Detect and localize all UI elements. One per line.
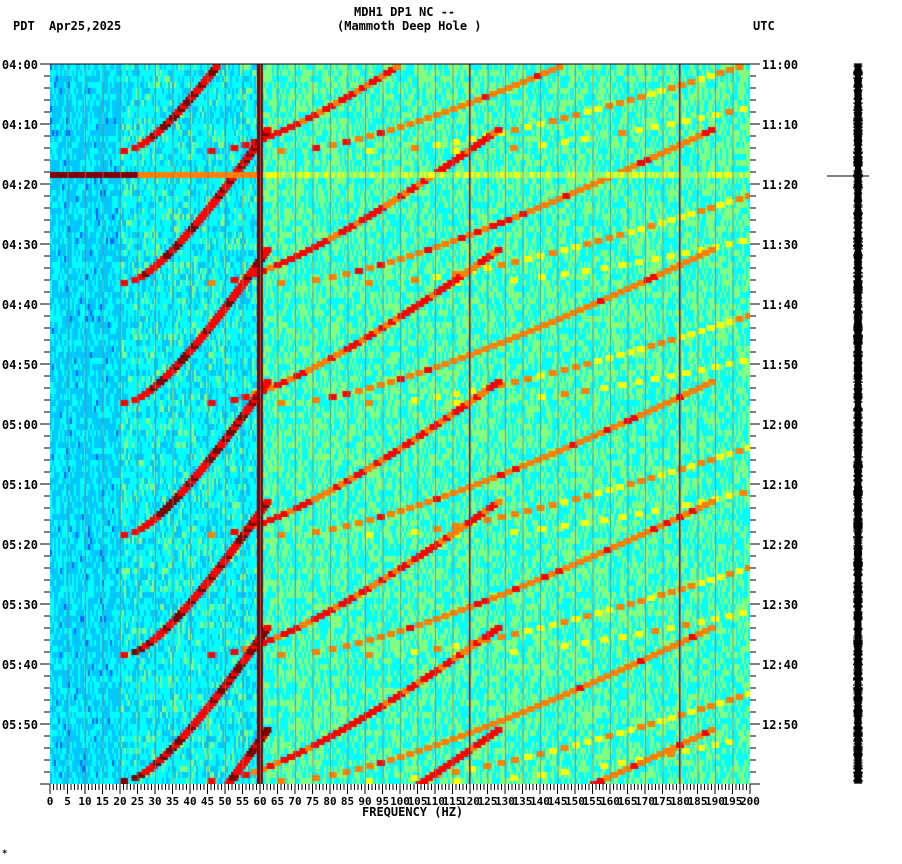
- svg-text:12:40: 12:40: [762, 658, 798, 672]
- svg-text:11:20: 11:20: [762, 178, 798, 192]
- x-axis-label: FREQUENCY (HZ): [362, 805, 464, 819]
- svg-text:05:30: 05:30: [2, 598, 38, 612]
- svg-text:120: 120: [460, 795, 480, 808]
- svg-text:04:20: 04:20: [2, 178, 38, 192]
- svg-text:10: 10: [78, 795, 91, 808]
- svg-text:110: 110: [425, 795, 445, 808]
- svg-text:195: 195: [723, 795, 743, 808]
- svg-text:05:40: 05:40: [2, 658, 38, 672]
- svg-text:175: 175: [653, 795, 673, 808]
- svg-text:125: 125: [478, 795, 498, 808]
- svg-text:20: 20: [113, 795, 126, 808]
- svg-text:0: 0: [47, 795, 54, 808]
- svg-text:60: 60: [253, 795, 266, 808]
- svg-text:180: 180: [670, 795, 690, 808]
- svg-text:11:40: 11:40: [762, 298, 798, 312]
- svg-text:04:10: 04:10: [2, 118, 38, 132]
- svg-text:11:50: 11:50: [762, 358, 798, 372]
- svg-text:05:50: 05:50: [2, 718, 38, 732]
- svg-text:160: 160: [600, 795, 620, 808]
- svg-text:12:50: 12:50: [762, 718, 798, 732]
- svg-text:115: 115: [443, 795, 463, 808]
- svg-text:150: 150: [565, 795, 585, 808]
- svg-text:200: 200: [740, 795, 760, 808]
- svg-text:11:00: 11:00: [762, 58, 798, 72]
- svg-text:65: 65: [271, 795, 284, 808]
- svg-text:100: 100: [390, 795, 410, 808]
- svg-text:130: 130: [495, 795, 515, 808]
- svg-text:11:30: 11:30: [762, 238, 798, 252]
- svg-text:170: 170: [635, 795, 655, 808]
- svg-text:140: 140: [530, 795, 550, 808]
- svg-text:85: 85: [341, 795, 354, 808]
- svg-text:25: 25: [131, 795, 144, 808]
- svg-text:45: 45: [201, 795, 214, 808]
- svg-text:05:20: 05:20: [2, 538, 38, 552]
- svg-text:70: 70: [288, 795, 301, 808]
- svg-text:05:00: 05:00: [2, 418, 38, 432]
- seismogram-trace: [827, 63, 869, 784]
- svg-text:135: 135: [513, 795, 533, 808]
- svg-text:105: 105: [408, 795, 428, 808]
- right-timezone: UTC: [753, 19, 775, 33]
- spectrogram: [50, 64, 750, 784]
- svg-text:04:50: 04:50: [2, 358, 38, 372]
- svg-text:95: 95: [376, 795, 389, 808]
- svg-text:35: 35: [166, 795, 179, 808]
- svg-text:12:30: 12:30: [762, 598, 798, 612]
- svg-text:30: 30: [148, 795, 161, 808]
- svg-text:75: 75: [306, 795, 319, 808]
- left-timezone: PDT: [13, 19, 35, 33]
- svg-text:165: 165: [618, 795, 638, 808]
- svg-text:80: 80: [323, 795, 336, 808]
- svg-text:185: 185: [688, 795, 708, 808]
- svg-text:155: 155: [583, 795, 603, 808]
- svg-text:90: 90: [358, 795, 371, 808]
- svg-text:04:00: 04:00: [2, 58, 38, 72]
- svg-text:12:10: 12:10: [762, 478, 798, 492]
- site-name: (Mammoth Deep Hole ): [337, 19, 482, 33]
- footer-mark: *: [2, 849, 8, 859]
- svg-text:50: 50: [218, 795, 231, 808]
- svg-text:11:10: 11:10: [762, 118, 798, 132]
- station-title: MDH1 DP1 NC --: [354, 5, 456, 19]
- svg-text:12:00: 12:00: [762, 418, 798, 432]
- svg-text:15: 15: [96, 795, 109, 808]
- date-label: Apr25,2025: [49, 19, 122, 33]
- svg-text:190: 190: [705, 795, 725, 808]
- svg-text:55: 55: [236, 795, 249, 808]
- svg-text:05:10: 05:10: [2, 478, 38, 492]
- svg-text:40: 40: [183, 795, 196, 808]
- svg-text:04:40: 04:40: [2, 298, 38, 312]
- svg-text:5: 5: [64, 795, 71, 808]
- svg-text:04:30: 04:30: [2, 238, 38, 252]
- svg-text:145: 145: [548, 795, 568, 808]
- svg-text:12:20: 12:20: [762, 538, 798, 552]
